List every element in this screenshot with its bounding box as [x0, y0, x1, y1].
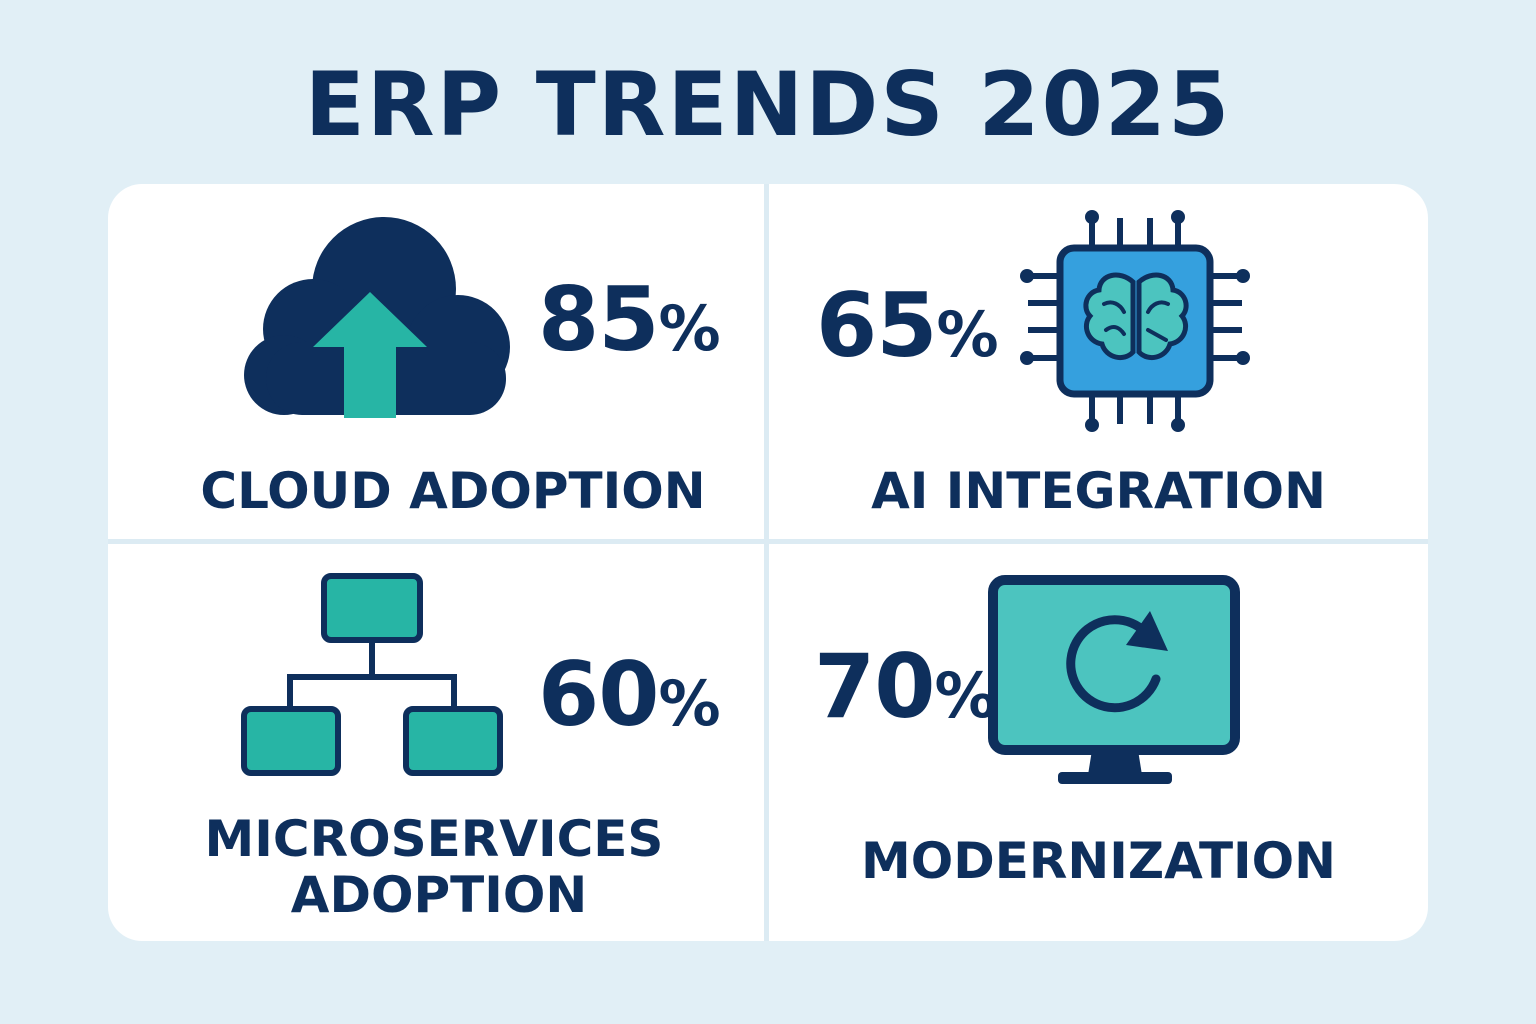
horizontal-divider	[108, 539, 1428, 544]
percent-sign: %	[936, 298, 998, 371]
cloud-upload-icon	[244, 217, 510, 418]
trend-label: CLOUD ADOPTION	[200, 462, 706, 520]
page-title: ERP TRENDS 2025	[304, 53, 1232, 156]
microservices-network-icon	[241, 573, 503, 776]
value-number: 85	[538, 268, 659, 371]
trends-card: 85% CLOUD ADOPTION 65%	[108, 184, 1428, 941]
percent-sign: %	[658, 292, 720, 365]
monitor-refresh-icon	[988, 575, 1240, 784]
percentage-value: 65%	[816, 274, 999, 377]
trend-label: MODERNIZATION	[861, 832, 1336, 890]
trend-label-line-2: ADOPTION	[290, 866, 588, 924]
trend-label-line-1: MICROSERVICES	[204, 810, 664, 868]
trend-label: AI INTEGRATION	[871, 462, 1326, 520]
percentage-value: 85%	[538, 268, 721, 371]
value-number: 65	[816, 274, 937, 377]
percent-sign: %	[934, 659, 996, 732]
percentage-value: 70%	[814, 635, 997, 738]
percent-sign: %	[658, 667, 720, 740]
value-number: 60	[538, 643, 659, 746]
ai-chip-brain-icon	[1020, 210, 1250, 432]
percentage-value: 60%	[538, 643, 721, 746]
vertical-divider	[764, 184, 769, 941]
value-number: 70	[814, 635, 935, 738]
